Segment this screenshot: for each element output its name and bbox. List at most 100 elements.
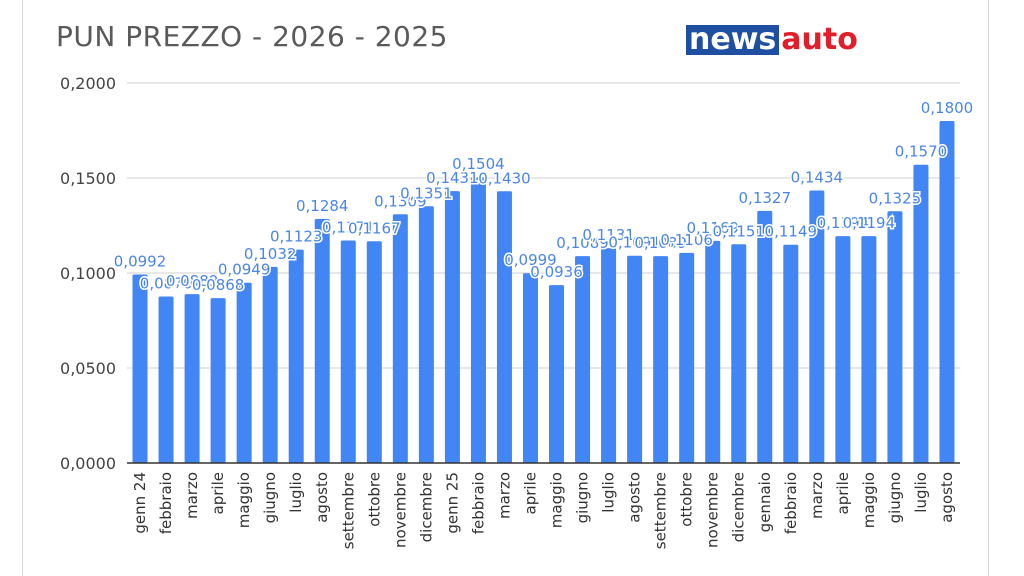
bar: [496, 191, 512, 464]
data-label: 0,1123: [270, 228, 323, 246]
bar: [158, 296, 174, 463]
bar: [601, 248, 617, 463]
y-tick-label: 0,1000: [60, 264, 116, 283]
bars: [132, 121, 955, 464]
newsauto-logo: news auto: [686, 25, 858, 55]
data-label: 0,1570: [895, 143, 948, 161]
frame-right-border: [988, 0, 989, 576]
data-label: 0,0868: [192, 276, 245, 294]
bar: [705, 240, 721, 463]
bar: [679, 252, 695, 463]
x-tick-label: febbraio: [469, 472, 487, 534]
data-label: 0,1194: [843, 214, 896, 232]
data-label: 0,1131: [582, 226, 635, 244]
data-label: 0,1171: [322, 219, 375, 237]
chart-title: PUN PREZZO - 2026 - 2025: [56, 20, 448, 53]
x-tick-label: maggio: [235, 472, 253, 528]
y-axis: 0,0000 0,0500 0,1000 0,1500 0,2000: [60, 74, 116, 473]
x-tick-label: marzo: [183, 472, 201, 519]
x-tick-label: ottobre: [365, 472, 383, 527]
logo-news: news: [686, 25, 780, 55]
bar: [731, 244, 747, 463]
bar: [861, 236, 877, 463]
data-label: 0,1504: [452, 155, 505, 173]
x-tick-label: aprile: [521, 472, 539, 514]
bar: [783, 244, 799, 463]
data-label: 0,1151: [712, 222, 765, 240]
bar: [757, 210, 773, 463]
x-tick-label: luglio: [600, 472, 618, 513]
x-tick-label: luglio: [287, 472, 305, 513]
data-label: 0,0936: [530, 263, 583, 281]
x-tick-label: dicembre: [417, 472, 435, 542]
x-tick-label: dicembre: [730, 472, 748, 542]
data-label: 0,1089: [556, 234, 609, 252]
logo-auto: auto: [781, 22, 858, 57]
data-label: 0,1434: [791, 169, 844, 187]
x-tick-label: genn 25: [443, 472, 461, 534]
data-label: 0,1106: [660, 231, 713, 249]
y-tick-label: 0,1500: [60, 169, 116, 188]
data-label: 0,1089: [634, 234, 687, 252]
x-tick-label: marzo: [808, 472, 826, 519]
x-tick-label: giugno: [886, 472, 904, 523]
x-tick-label: giugno: [261, 472, 279, 523]
bar: [809, 190, 825, 464]
bar: [132, 274, 148, 463]
x-tick-label: novembre: [391, 472, 409, 548]
bar: [366, 241, 382, 463]
bar: [184, 294, 200, 463]
data-label: 0,1309: [374, 192, 427, 210]
bar: [522, 273, 538, 463]
x-tick-label: gennaio: [756, 472, 774, 532]
x-tick-label: ottobre: [678, 472, 696, 527]
y-tick-label: 0,0000: [60, 454, 116, 473]
bar: [210, 298, 226, 463]
data-label: 0,0992: [114, 253, 167, 271]
bar: [418, 206, 434, 463]
data-label: 0,1194: [817, 214, 870, 232]
x-tick-label: giugno: [574, 472, 592, 523]
x-tick-label: maggio: [548, 472, 566, 528]
x-tick-label: agosto: [626, 472, 644, 523]
bar: [340, 240, 356, 463]
x-tick-label: genn 24: [131, 472, 149, 534]
x-tick-label: marzo: [495, 472, 513, 519]
data-label: 0,0949: [218, 261, 271, 279]
x-tick-label: febbraio: [782, 472, 800, 534]
x-tick-label: novembre: [704, 472, 722, 548]
y-tick-label: 0,2000: [60, 74, 116, 93]
x-tick-label: aprile: [834, 472, 852, 514]
bar: [653, 256, 669, 463]
bar: [236, 282, 252, 463]
x-tick-label: aprile: [209, 472, 227, 514]
data-label: 0,1430: [478, 169, 531, 187]
data-label: 0,1431: [426, 169, 479, 187]
x-tick-label: agosto: [938, 472, 956, 523]
data-label: 0,1091: [608, 234, 661, 252]
data-label: 0,1169: [686, 219, 739, 237]
data-label: 0,0876: [140, 275, 193, 293]
data-label: 0,0889: [166, 272, 219, 290]
x-tick-label: settembre: [652, 472, 670, 549]
x-tick-label: settembre: [339, 472, 357, 549]
data-label: 0,1351: [400, 184, 453, 202]
bar: [549, 285, 565, 463]
data-label: 0,1800: [921, 99, 974, 117]
bar: [470, 177, 486, 464]
bar: [627, 255, 643, 463]
x-tick-label: febbraio: [157, 472, 175, 534]
bar: [262, 266, 278, 463]
x-tick-label: agosto: [313, 472, 331, 523]
data-label: 0,0999: [504, 251, 557, 269]
x-tick-label: maggio: [860, 472, 878, 528]
bar: [314, 219, 330, 463]
bar: [444, 191, 460, 464]
data-label: 0,1284: [296, 197, 349, 215]
data-label: 0,1032: [244, 245, 297, 263]
bar: [939, 121, 955, 463]
frame-left-border: [22, 0, 23, 576]
data-label: 0,1325: [869, 189, 922, 207]
data-label: 0,1167: [348, 219, 401, 237]
